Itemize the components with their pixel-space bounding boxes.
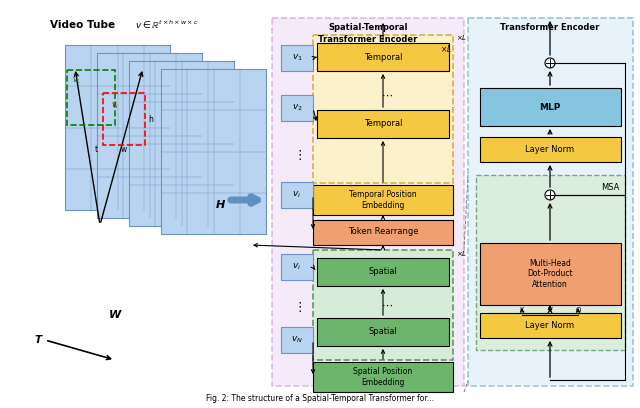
FancyBboxPatch shape bbox=[281, 182, 313, 208]
FancyBboxPatch shape bbox=[317, 43, 449, 71]
Text: MSA: MSA bbox=[602, 182, 620, 191]
Text: $\times L$: $\times L$ bbox=[440, 42, 452, 53]
FancyBboxPatch shape bbox=[313, 35, 453, 183]
Text: w: w bbox=[121, 146, 127, 155]
FancyBboxPatch shape bbox=[480, 88, 621, 126]
Text: Temporal Position
Embedding: Temporal Position Embedding bbox=[349, 190, 417, 210]
Text: h: h bbox=[148, 115, 153, 124]
Text: Spatial: Spatial bbox=[369, 328, 397, 337]
Text: V: V bbox=[548, 307, 552, 313]
FancyBboxPatch shape bbox=[480, 243, 621, 305]
Text: W: W bbox=[109, 310, 121, 320]
Text: Video Tube: Video Tube bbox=[50, 20, 115, 30]
Text: $v_L$: $v_L$ bbox=[72, 76, 81, 86]
FancyBboxPatch shape bbox=[281, 254, 313, 280]
Text: Spatial: Spatial bbox=[369, 268, 397, 277]
FancyBboxPatch shape bbox=[281, 45, 313, 71]
Text: Temporal: Temporal bbox=[364, 120, 403, 129]
Text: Transformer Encoder: Transformer Encoder bbox=[318, 35, 418, 44]
FancyBboxPatch shape bbox=[313, 250, 453, 360]
Text: Layer Norm: Layer Norm bbox=[525, 144, 575, 153]
FancyBboxPatch shape bbox=[480, 137, 621, 162]
FancyBboxPatch shape bbox=[317, 318, 449, 346]
Text: $v_i$: $v_i$ bbox=[111, 101, 119, 111]
FancyBboxPatch shape bbox=[281, 95, 313, 121]
Text: t: t bbox=[95, 146, 98, 155]
Text: Token Rearrange: Token Rearrange bbox=[348, 228, 419, 237]
Text: Multi-Head
Dot-Product
Attention: Multi-Head Dot-Product Attention bbox=[527, 259, 573, 289]
Polygon shape bbox=[129, 61, 234, 226]
Polygon shape bbox=[161, 69, 266, 234]
Text: $\cdots$: $\cdots$ bbox=[381, 90, 393, 100]
Text: Fig. 2: The structure of a Spatial-Temporal Transformer for...: Fig. 2: The structure of a Spatial-Tempo… bbox=[206, 394, 434, 403]
Text: MLP: MLP bbox=[540, 102, 561, 111]
FancyBboxPatch shape bbox=[468, 18, 633, 386]
Circle shape bbox=[545, 58, 555, 68]
FancyBboxPatch shape bbox=[313, 185, 453, 215]
FancyBboxPatch shape bbox=[476, 175, 625, 350]
Circle shape bbox=[545, 190, 555, 200]
FancyBboxPatch shape bbox=[281, 327, 313, 353]
Text: H: H bbox=[216, 200, 225, 210]
Text: Spatial Position
Embedding: Spatial Position Embedding bbox=[353, 367, 413, 387]
Text: Transformer Encoder: Transformer Encoder bbox=[500, 24, 600, 33]
FancyBboxPatch shape bbox=[313, 362, 453, 392]
Text: $\times L$: $\times L$ bbox=[456, 33, 467, 42]
Text: Spatial-Temporal: Spatial-Temporal bbox=[328, 24, 408, 33]
FancyBboxPatch shape bbox=[317, 110, 449, 138]
Text: $v_2$: $v_2$ bbox=[292, 103, 302, 113]
Text: Q: Q bbox=[575, 307, 580, 313]
FancyBboxPatch shape bbox=[313, 220, 453, 245]
FancyBboxPatch shape bbox=[480, 313, 621, 338]
Text: $v \in \mathbb{R}^{t \times h \times w \times c}$: $v \in \mathbb{R}^{t \times h \times w \… bbox=[135, 19, 198, 31]
Text: $v_i$: $v_i$ bbox=[292, 262, 301, 272]
Text: Temporal: Temporal bbox=[364, 53, 403, 62]
Text: $v_1$: $v_1$ bbox=[292, 53, 303, 63]
Polygon shape bbox=[65, 45, 170, 210]
Text: $\cdots$: $\cdots$ bbox=[381, 300, 393, 310]
Text: K: K bbox=[520, 307, 524, 313]
Text: $\times L$: $\times L$ bbox=[456, 248, 467, 257]
FancyBboxPatch shape bbox=[272, 18, 464, 386]
Text: Layer Norm: Layer Norm bbox=[525, 321, 575, 330]
Text: $\vdots$: $\vdots$ bbox=[292, 148, 301, 162]
Text: $v_i$: $v_i$ bbox=[292, 190, 301, 200]
Polygon shape bbox=[97, 53, 202, 218]
Text: $v_N$: $v_N$ bbox=[291, 335, 303, 345]
FancyBboxPatch shape bbox=[317, 258, 449, 286]
Text: $\vdots$: $\vdots$ bbox=[292, 300, 301, 314]
Text: T: T bbox=[35, 335, 42, 345]
